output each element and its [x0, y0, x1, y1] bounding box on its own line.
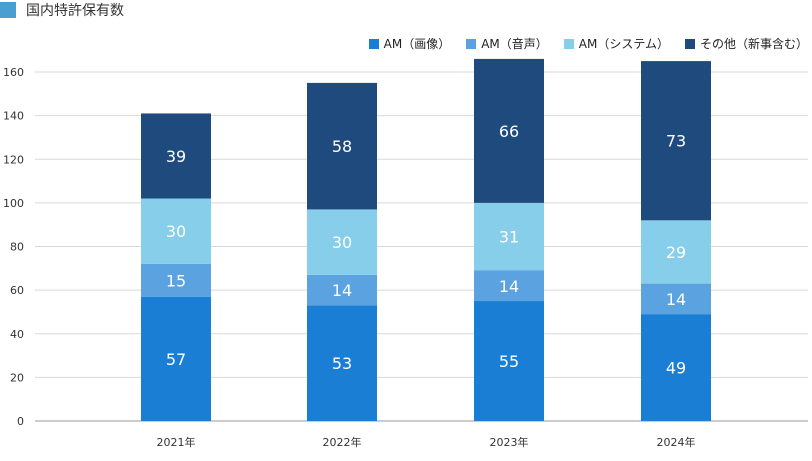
- legend-swatch-am-system: [563, 38, 574, 49]
- legend-label-am-image: AM（画像）: [383, 37, 451, 51]
- bar-value-label-3-2: 14: [499, 277, 519, 296]
- y-tick-label-160: 160: [3, 66, 24, 79]
- legend-swatch-am-audio: [466, 38, 477, 49]
- bar-segment-2-4: [307, 82, 377, 210]
- bar-segment-2-3: [307, 209, 377, 275]
- y-tick-label-0: 0: [17, 415, 24, 428]
- y-tick-label-140: 140: [3, 110, 24, 123]
- bar-segment-3-4: [474, 58, 544, 203]
- legend: AM（画像） AM（音声） AM（システム） その他（新事含む）: [353, 35, 808, 52]
- bar-value-label-2-4: 58: [332, 137, 352, 156]
- bar-value-label-2-3: 30: [332, 233, 352, 252]
- bar-segment-4-1: [641, 314, 711, 421]
- bar-segment-2-1: [307, 305, 377, 421]
- x-tick-label-3: 2023年: [490, 435, 529, 449]
- bar-value-label-2-2: 14: [332, 281, 352, 300]
- title-square-icon: [0, 2, 16, 18]
- chart-title: 国内特許保有数: [26, 3, 124, 19]
- bar-segment-1-1: [141, 296, 211, 421]
- bar-value-label-3-3: 31: [499, 228, 519, 247]
- bar-segment-4-3: [641, 220, 711, 284]
- x-tick-label-4: 2024年: [657, 435, 696, 449]
- bar-value-label-1-4: 39: [166, 147, 186, 166]
- bar-value-label-2-1: 53: [332, 354, 352, 373]
- bar-value-label-3-4: 66: [499, 122, 519, 141]
- legend-label-other: その他（新事含む）: [699, 37, 808, 51]
- legend-swatch-am-image: [368, 38, 379, 49]
- legend-item-am-audio: AM（音声）: [466, 35, 548, 52]
- bar-segment-3-3: [474, 202, 544, 271]
- bar-segment-4-4: [641, 61, 711, 221]
- bar-segment-1-4: [141, 113, 211, 199]
- y-tick-label-100: 100: [3, 197, 24, 210]
- y-tick-label-40: 40: [10, 328, 24, 341]
- chart-title-block: 国内特許保有数: [0, 0, 124, 20]
- bars: 57 15 30 39 53 14 30 58 55 14 31 66 49 14 29 73: [141, 58, 711, 421]
- y-tick-label-120: 120: [3, 153, 24, 166]
- x-tick-label-1: 2021年: [157, 435, 196, 449]
- bar-value-label-4-2: 14: [666, 290, 686, 309]
- bar-segment-2-2: [307, 274, 377, 306]
- y-tick-label-80: 80: [10, 241, 24, 254]
- bar-value-label-4-1: 49: [666, 359, 686, 378]
- bar-segment-3-2: [474, 270, 544, 302]
- legend-item-am-image: AM（画像）: [368, 35, 451, 52]
- bar-segment-1-3: [141, 198, 211, 264]
- bar-value-label-4-4: 73: [666, 132, 686, 151]
- bar-segment-1-2: [141, 263, 211, 297]
- bar-value-label-1-1: 57: [166, 350, 186, 369]
- x-tick-label-2: 2022年: [323, 435, 362, 449]
- bar-segment-4-2: [641, 283, 711, 315]
- bar-segment-3-1: [474, 301, 544, 421]
- bar-value-label-3-1: 55: [499, 352, 519, 371]
- y-axis-ticks: 0 20 40 60 80 100 120 140 160: [3, 66, 24, 428]
- legend-item-other: その他（新事含む）: [684, 35, 808, 52]
- bar-value-label-4-3: 29: [666, 243, 686, 262]
- bar-value-label-1-3: 30: [166, 222, 186, 241]
- bar-value-label-1-2: 15: [166, 271, 186, 290]
- legend-label-am-audio: AM（音声）: [481, 37, 548, 51]
- y-tick-label-60: 60: [10, 284, 24, 297]
- legend-label-am-system: AM（システム）: [578, 37, 669, 51]
- legend-swatch-other: [684, 38, 695, 49]
- x-axis-ticks: 2021年 2022年 2023年 2024年: [157, 435, 696, 449]
- y-tick-label-20: 20: [10, 371, 24, 384]
- legend-item-am-system: AM（システム）: [563, 35, 669, 52]
